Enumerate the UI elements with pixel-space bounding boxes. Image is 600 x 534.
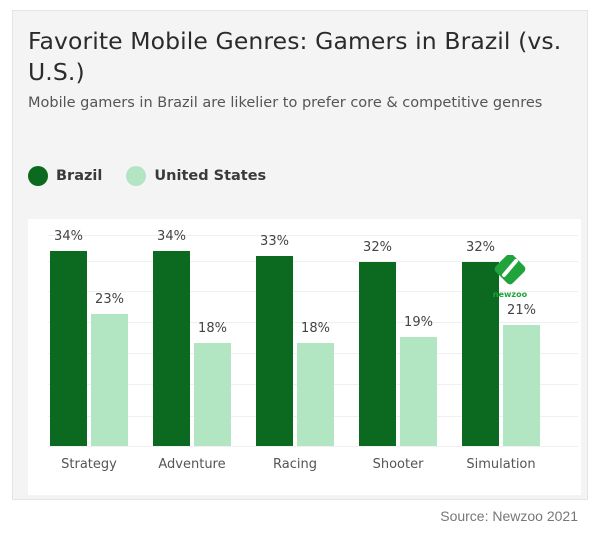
bar-brazil-simulation [462, 262, 499, 446]
bar-brazil-racing [256, 256, 293, 446]
bar-brazil-shooter [359, 262, 396, 446]
gridline [48, 322, 578, 323]
x-tick-label: Shooter [372, 457, 424, 472]
x-tick-label: Strategy [61, 457, 117, 472]
x-tick-label: Racing [273, 457, 317, 472]
data-label: 32% [466, 240, 495, 255]
legend-swatch-brazil [28, 166, 48, 186]
newzoo-logo-icon: newzoo [490, 253, 530, 305]
x-tick-label: Adventure [158, 457, 226, 472]
bar-united-states-shooter [400, 336, 437, 446]
bar-united-states-racing [297, 342, 334, 446]
data-label: 21% [507, 303, 536, 319]
legend: Brazil United States [28, 166, 290, 186]
data-label: 18% [301, 320, 330, 336]
gridline [48, 446, 578, 447]
gridline [48, 235, 578, 236]
plot-area: 34% 23% Strategy 34% 18% Adventure 33% 18% Racin… [28, 219, 581, 495]
svg-text:newzoo: newzoo [493, 290, 528, 299]
legend-swatch-united-states [126, 166, 147, 186]
data-label: 34% [157, 228, 186, 244]
gridline [48, 261, 578, 262]
legend-label: United States [154, 168, 267, 184]
legend-item-brazil: Brazil [28, 166, 102, 186]
data-label: 23% [95, 291, 124, 307]
chart-title: Favorite Mobile Genres: Gamers in Brazil… [28, 27, 562, 86]
chart-subtitle: Mobile gamers in Brazil are likelier to … [28, 95, 543, 111]
legend-item-united-states: United States [126, 166, 266, 186]
bar-united-states-strategy [91, 313, 128, 446]
bar-brazil-adventure [153, 250, 190, 446]
x-tick-label: Simulation [466, 457, 536, 472]
data-label: 33% [260, 234, 289, 250]
source-note: Source: Newzoo 2021 [440, 508, 578, 524]
data-label: 19% [404, 314, 433, 330]
bar-united-states-adventure [194, 342, 231, 446]
gridline [48, 291, 578, 292]
legend-label: Brazil [56, 168, 103, 184]
data-label: 32% [363, 240, 392, 255]
bar-brazil-strategy [50, 250, 87, 446]
bar-united-states-simulation [503, 325, 540, 446]
data-label: 18% [198, 320, 227, 336]
data-label: 34% [54, 228, 83, 244]
